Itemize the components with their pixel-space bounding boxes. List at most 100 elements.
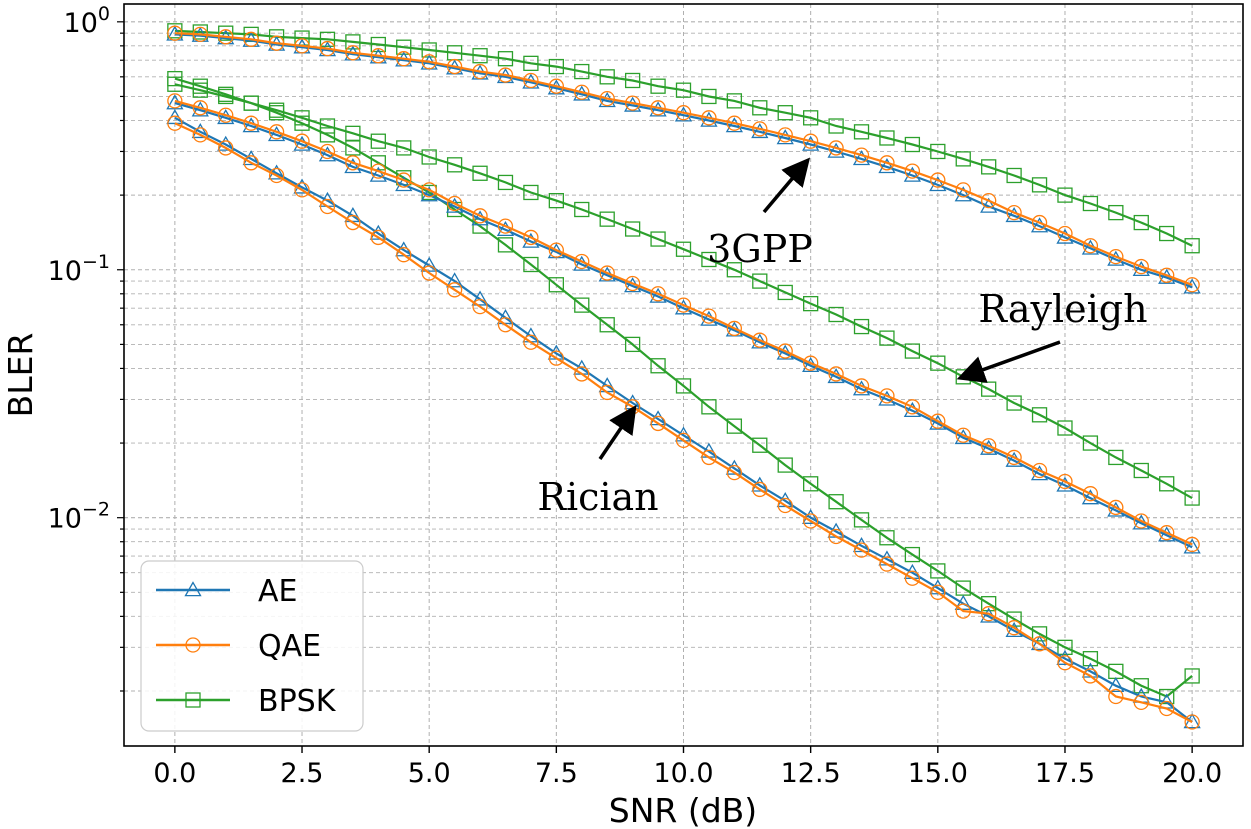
series-line [174, 29, 1193, 247]
data-point [650, 231, 666, 247]
data-point [218, 107, 234, 123]
data-point [955, 182, 971, 198]
data-point [1159, 225, 1175, 242]
data-point [1006, 611, 1022, 627]
data-point [1184, 490, 1200, 506]
data-point [930, 563, 946, 579]
x-tick-label: 5.0 [408, 758, 451, 789]
data-point [370, 229, 386, 246]
data-point [1108, 204, 1124, 221]
y-ticks: 100 10−1 10−2 [48, 3, 124, 692]
data-point [1056, 649, 1074, 665]
series-group [166, 23, 1201, 730]
data-point [1133, 258, 1149, 275]
data-point [1108, 449, 1124, 466]
data-point [1082, 486, 1099, 502]
data-point [472, 63, 488, 80]
legend: AE QAE BPSK [140, 560, 364, 732]
data-point [599, 211, 615, 227]
data-point [497, 237, 514, 253]
annotation-label: Rician [537, 475, 658, 519]
series-line [174, 33, 1193, 289]
data-point [497, 218, 514, 234]
data-point [523, 72, 539, 89]
data-point [396, 172, 412, 188]
data-point [726, 418, 743, 434]
data-point [1031, 214, 1048, 231]
data-point [777, 457, 793, 473]
data-point [574, 366, 590, 382]
data-point [930, 355, 946, 371]
data-point [803, 355, 819, 371]
data-point [1184, 238, 1200, 254]
data-point [345, 45, 361, 61]
data-point [675, 432, 692, 449]
series-line [174, 77, 1193, 698]
data-point [192, 26, 208, 43]
data-point [803, 295, 819, 312]
data-point [751, 476, 769, 492]
data-point [981, 159, 997, 175]
data-point [752, 481, 768, 498]
data-point [726, 93, 743, 109]
data-point [599, 317, 615, 333]
data-point [446, 195, 463, 212]
x-axis-label: SNR (dB) [609, 791, 757, 829]
data-point [726, 115, 743, 131]
data-point [1006, 395, 1022, 411]
data-point [268, 105, 285, 121]
data-point [294, 133, 310, 149]
data-point [167, 25, 183, 41]
data-point [930, 413, 946, 429]
data-point [981, 192, 997, 209]
data-point [268, 124, 285, 140]
data-point [1031, 626, 1048, 642]
data-point [981, 606, 997, 622]
data-point [955, 427, 971, 443]
data-point [955, 151, 971, 167]
data-point [421, 149, 437, 165]
data-point [726, 464, 743, 481]
data-point [954, 186, 972, 202]
data-point [624, 221, 641, 237]
annotation-arrow [956, 340, 1061, 383]
data-point [1133, 678, 1149, 694]
data-point [599, 90, 615, 107]
data-point [853, 147, 870, 163]
annotation-label: 3GPP [707, 227, 813, 271]
data-point [497, 317, 514, 333]
data-point [420, 186, 438, 202]
data-point [167, 93, 183, 109]
series-line [174, 122, 1193, 723]
series-line [174, 83, 1193, 500]
data-point [1057, 187, 1073, 203]
data-point [955, 603, 971, 619]
data-point [828, 366, 844, 382]
data-point [777, 105, 793, 121]
data-point [1030, 634, 1049, 651]
data-point [1184, 668, 1200, 684]
x-tick-label: 10.0 [653, 758, 713, 789]
data-point [650, 358, 666, 374]
data-point [828, 140, 844, 156]
data-point [370, 155, 386, 171]
data-point [726, 320, 743, 337]
data-point [167, 70, 183, 87]
data-point [319, 40, 336, 57]
y-tick-label: 10−1 [48, 251, 110, 287]
data-point [243, 31, 259, 47]
data-point [777, 497, 793, 514]
data-point [344, 158, 362, 174]
data-point [369, 166, 387, 182]
data-point [1082, 238, 1099, 254]
data-point [548, 277, 564, 293]
data-point [522, 232, 540, 248]
data-point [472, 298, 488, 315]
data-point [1133, 694, 1149, 710]
data-point [879, 330, 895, 346]
data-point [192, 78, 208, 94]
data-point [192, 127, 208, 143]
data-point [1031, 177, 1048, 193]
data-point [752, 100, 768, 116]
